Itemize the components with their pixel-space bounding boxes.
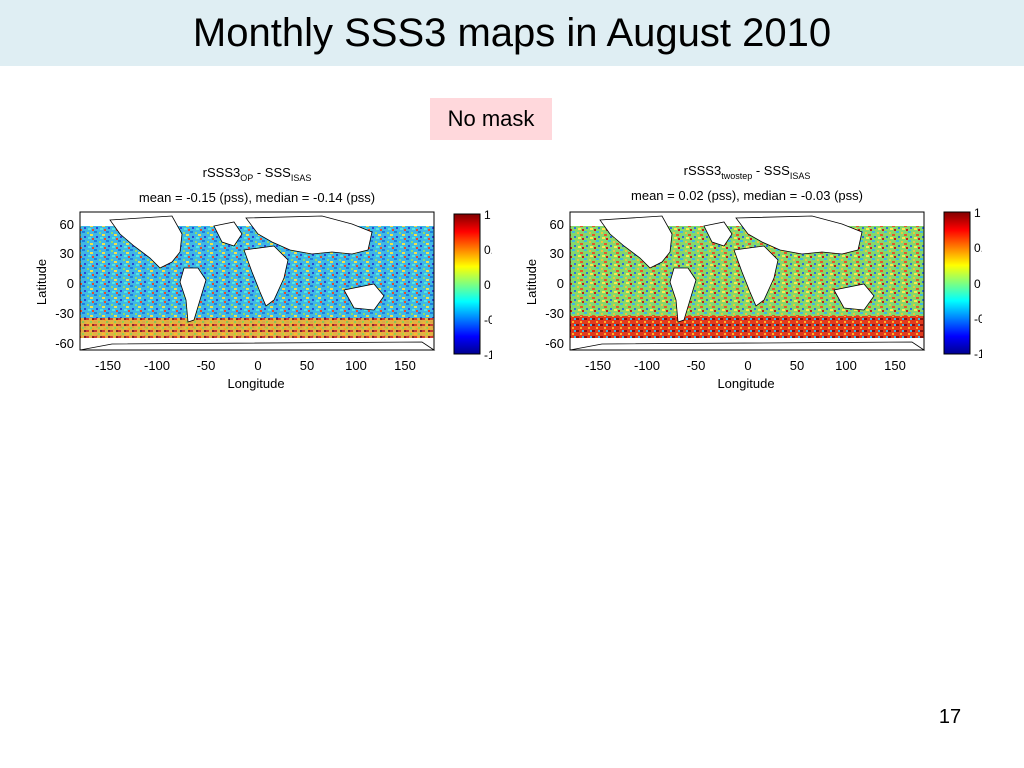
- colorbar-tick: 0: [484, 278, 491, 292]
- map-figure-twostep: rSSS3twostep - SSSISAS mean = 0.02 (pss)…: [524, 163, 982, 391]
- colorbar-tick: -1: [484, 348, 492, 362]
- slide-title: Monthly SSS3 maps in August 2010: [192, 11, 832, 55]
- continents: [79, 215, 436, 351]
- y-axis-ticks: 60 30 0 -30 -60: [55, 217, 74, 351]
- colorbar-tick: 1: [974, 206, 981, 220]
- x-tick: -100: [634, 358, 660, 373]
- map-figure-op: rSSS3OP - SSSISAS mean = -0.15 (pss), me…: [34, 165, 492, 391]
- salinity-difference-map: [79, 211, 436, 351]
- y-tick: 0: [557, 276, 564, 291]
- y-tick: 60: [60, 217, 74, 232]
- colorbar-tick: -0.5: [974, 312, 982, 326]
- map-title: rSSS3OP - SSSISAS: [203, 165, 312, 183]
- y-axis-label: Latitude: [524, 259, 539, 305]
- map-subtitle: mean = 0.02 (pss), median = -0.03 (pss): [631, 188, 863, 203]
- map-panel-twostep: rSSS3twostep - SSSISAS mean = 0.02 (pss)…: [512, 150, 982, 400]
- colorbar-tick: 0.5: [484, 243, 492, 257]
- colorbar: 1 0.5 0 -0.5 -1: [943, 206, 982, 361]
- x-axis-ticks: -150 -100 -50 0 50 100 150: [585, 358, 906, 373]
- y-axis-label: Latitude: [34, 259, 49, 305]
- x-tick: 50: [300, 358, 314, 373]
- y-tick: 30: [60, 246, 74, 261]
- map-title: rSSS3twostep - SSSISAS: [684, 163, 811, 181]
- x-tick: -150: [95, 358, 121, 373]
- x-axis-label: Longitude: [717, 376, 774, 391]
- x-tick: -50: [197, 358, 216, 373]
- x-tick: -100: [144, 358, 170, 373]
- x-tick: 0: [254, 358, 261, 373]
- mask-label: No mask: [430, 98, 552, 140]
- y-tick: 60: [550, 217, 564, 232]
- colorbar-tick: 1: [484, 208, 491, 222]
- x-tick: 0: [744, 358, 751, 373]
- y-tick: 30: [550, 246, 564, 261]
- x-tick: -150: [585, 358, 611, 373]
- x-axis-ticks: -150 -100 -50 0 50 100 150: [95, 358, 416, 373]
- map-subtitle: mean = -0.15 (pss), median = -0.14 (pss): [139, 190, 375, 205]
- x-tick: 100: [345, 358, 367, 373]
- colorbar-tick: -0.5: [484, 313, 492, 327]
- colorbar-ticks: 1 0.5 0 -0.5 -1: [974, 206, 982, 361]
- y-axis-ticks: 60 30 0 -30 -60: [545, 217, 564, 351]
- x-axis-label: Longitude: [227, 376, 284, 391]
- colorbar-tick: -1: [974, 347, 982, 361]
- colorbar-tick: 0.5: [974, 241, 982, 255]
- x-tick: 150: [884, 358, 906, 373]
- colorbar-ticks: 1 0.5 0 -0.5 -1: [484, 208, 492, 362]
- x-tick: -50: [687, 358, 706, 373]
- map-panel-op: rSSS3OP - SSSISAS mean = -0.15 (pss), me…: [22, 150, 492, 400]
- page-number: 17: [938, 706, 962, 728]
- x-tick: 150: [394, 358, 416, 373]
- title-bar: [0, 0, 1024, 66]
- y-tick: 0: [67, 276, 74, 291]
- x-tick: 100: [835, 358, 857, 373]
- y-tick: -30: [55, 306, 74, 321]
- salinity-difference-map: [569, 211, 926, 351]
- y-tick: -60: [55, 336, 74, 351]
- colorbar-tick: 0: [974, 277, 981, 291]
- x-tick: 50: [790, 358, 804, 373]
- colorbar: 1 0.5 0 -0.5 -1: [453, 208, 492, 362]
- y-tick: -30: [545, 306, 564, 321]
- y-tick: -60: [545, 336, 564, 351]
